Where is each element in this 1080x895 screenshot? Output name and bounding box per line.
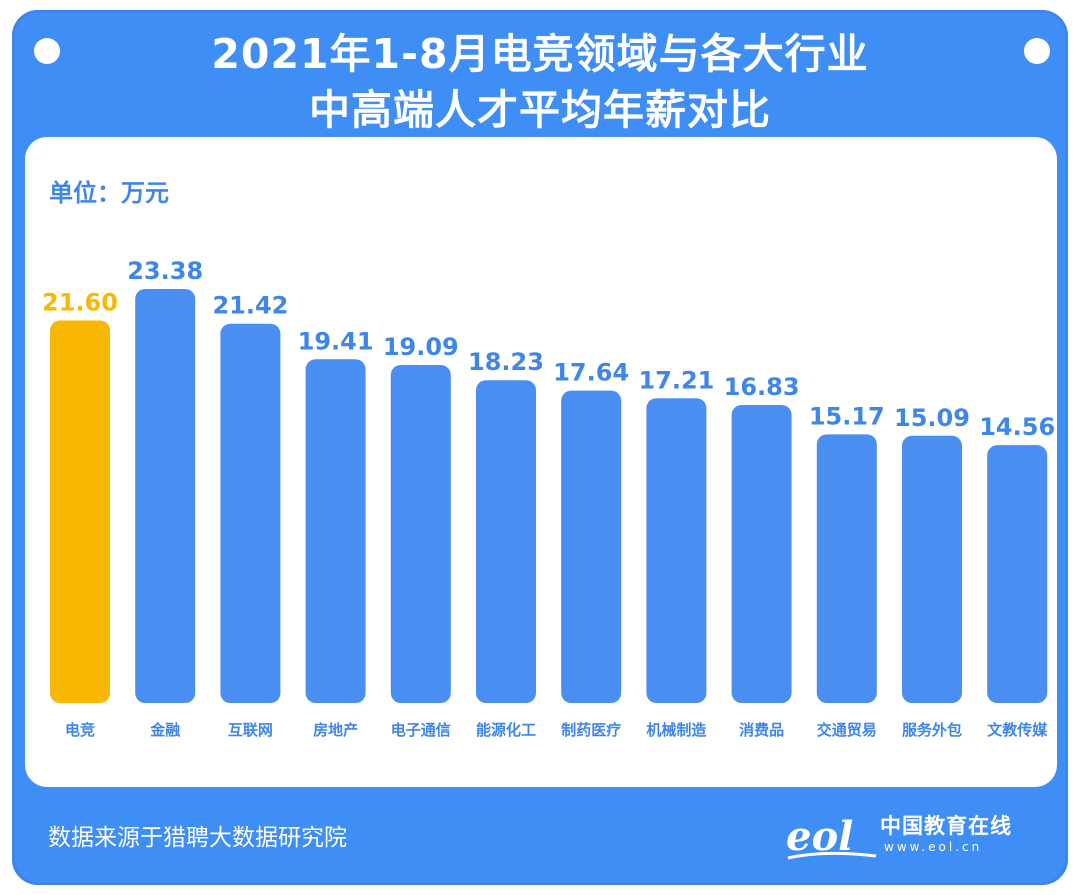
value-label-1: 23.38 [127,257,203,285]
category-label-4: 电子通信 [391,721,451,739]
category-label-0: 电竞 [65,721,95,739]
eol-logo-mark: eol [786,813,877,860]
category-label-3: 房地产 [313,721,358,739]
category-label-9: 交通贸易 [817,721,877,739]
value-label-5: 18.23 [468,348,544,376]
unit-label: 单位：万元 [49,179,169,207]
category-label-1: 金融 [149,721,180,739]
category-label-11: 文教传媒 [987,721,1048,739]
data-source: 数据来源于猎聘大数据研究院 [48,825,347,851]
value-label-2: 21.42 [212,292,288,320]
category-label-2: 互联网 [228,721,273,739]
category-label-10: 服务外包 [902,721,962,739]
bar-7 [646,398,707,703]
bar-chart: 21.60 电竞 23.38 金融 21.42 互联网 19.41 房地产 19.09 电子通信 1… [42,257,1055,739]
bar-11 [987,445,1048,703]
logo-url: www.eol.cn [884,840,983,854]
bar-9 [816,434,877,703]
category-label-6: 制药医疗 [561,721,621,739]
decor-dot-left [34,38,60,64]
bar-1 [135,289,196,703]
chart-panel: 单位：万元 21.60 电竞 23.38 金融 21.42 互联网 19.41 房地产 19.0… [25,137,1057,787]
category-label-7: 机械制造 [646,721,706,739]
bar-10 [902,435,962,703]
value-label-3: 19.41 [298,327,374,355]
value-label-7: 17.21 [638,366,714,394]
decor-dot-right [1024,38,1050,64]
value-label-10: 15.09 [894,404,970,432]
value-label-11: 14.56 [979,413,1055,441]
bar-0 [50,320,110,703]
chart-frame: 2021年1-8月电竞领域与各大行业 中高端人才平均年薪对比 单位：万元 21.… [12,10,1068,885]
value-label-8: 16.83 [724,373,800,401]
bar-5 [476,380,536,703]
bar-3 [305,359,366,703]
value-label-6: 17.64 [553,359,629,387]
logo-name: 中国教育在线 [880,814,1012,838]
value-label-4: 19.09 [383,333,459,361]
bar-2 [220,323,281,703]
chart-title-line1: 2021年1-8月电竞领域与各大行业 [211,30,869,78]
bar-4 [390,364,451,703]
chart-title-line2: 中高端人才平均年薪对比 [309,86,771,134]
value-label-9: 15.17 [809,402,885,430]
bar-6 [561,390,622,703]
bar-8 [731,404,792,703]
eol-logo: eol 中国教育在线 www.eol.cn [784,806,1044,866]
category-label-8: 消费品 [739,721,784,739]
category-label-5: 能源化工 [476,721,536,739]
value-label-0: 21.60 [42,289,118,317]
